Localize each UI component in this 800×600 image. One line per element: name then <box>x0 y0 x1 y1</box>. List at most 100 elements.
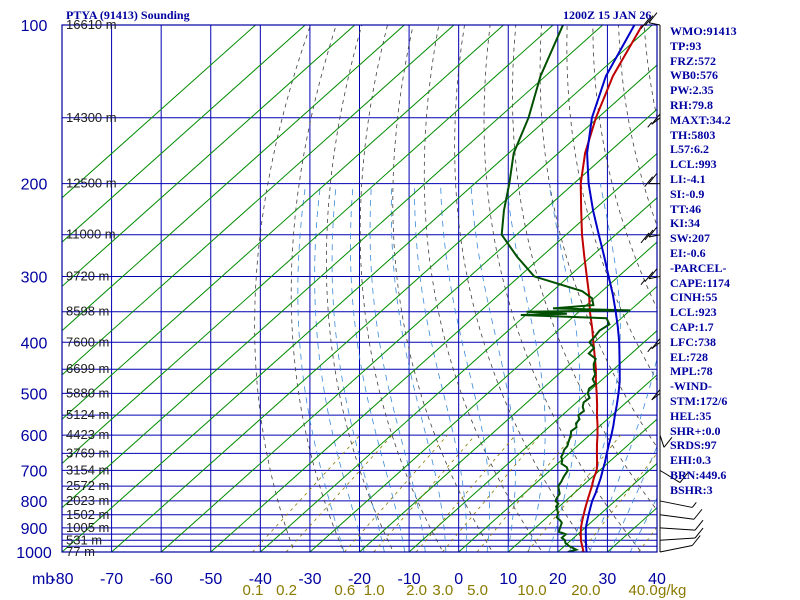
wind-barb-flag <box>648 226 658 238</box>
mixing-ratio-label: 40.0 <box>629 582 658 599</box>
wind-barb-flag <box>640 279 646 286</box>
dry-adiabat-line <box>423 25 543 552</box>
dry-adiabat-line <box>254 25 311 552</box>
isotherm-line <box>358 285 657 552</box>
moist-adiabat-line <box>414 183 468 552</box>
mixing-ratio-line <box>344 434 448 552</box>
temperature-tick-label: -80 <box>50 571 73 588</box>
mixing-ratio-line <box>442 434 541 552</box>
moist-adiabat-line <box>629 496 657 552</box>
isotherm-line <box>62 25 256 199</box>
index-entry: WMO:91413 <box>670 24 737 38</box>
moist-adiabat-line <box>350 183 406 552</box>
chart-title: PTYA (91413) Sounding <box>66 8 190 22</box>
index-entry: HEL:35 <box>670 408 712 423</box>
chart-timestamp: 1200Z 15 JAN 26 <box>563 8 652 22</box>
index-entry: EHI:0.3 <box>670 453 712 468</box>
wind-barb-shaft <box>659 434 665 448</box>
mixing-ratio-line <box>476 434 574 552</box>
dry-adiabat-line <box>392 25 494 552</box>
wind-barb-flag <box>694 527 704 539</box>
index-entry: EL:728 <box>670 349 709 364</box>
height-label: 3154 m <box>66 462 109 477</box>
mixing-ratio-line <box>285 434 393 552</box>
pressure-unit-label: mb <box>32 571 54 588</box>
dry-adiabat-line <box>325 25 394 552</box>
mixing-ratio-unit: g/kg <box>658 582 686 599</box>
height-label: 3769 m <box>66 445 109 460</box>
moist-adiabat-line <box>390 183 447 552</box>
index-entry: LFC:738 <box>670 334 716 349</box>
indices-panel: WMO:91413 TP:93 FRZ:572 WB0:576 PW:2.35 RH:79… <box>670 24 798 498</box>
wind-barb-flag <box>647 346 653 353</box>
isotherm-line <box>62 25 554 465</box>
wind-barb-shaft <box>659 545 693 553</box>
isotherm-line <box>62 25 455 376</box>
height-label: 1502 m <box>66 507 109 522</box>
index-entry: BRN:449.6 <box>670 467 727 482</box>
pressure-tick-label: 600 <box>21 428 48 445</box>
mixing-ratio-line <box>373 434 476 552</box>
pressure-tick-label: 900 <box>21 521 48 538</box>
pressure-tick-label: 800 <box>21 494 48 511</box>
dry-adiabat-line <box>290 25 345 552</box>
temperature-tick-label: -50 <box>199 571 222 588</box>
index-entry: KI:34 <box>670 216 700 231</box>
wind-barb-flag <box>694 519 704 531</box>
index-entry: LI:-4.1 <box>670 171 706 186</box>
dry-adiabat-line <box>592 25 657 310</box>
moist-adiabat-line <box>297 183 345 552</box>
index-entry: -PARCEL- <box>670 260 727 275</box>
wind-barb-shaft <box>648 234 661 238</box>
temperature-tick-label: -60 <box>150 571 173 588</box>
index-entry: SI:-0.9 <box>670 186 705 201</box>
index-entry: TT:46 <box>670 201 702 216</box>
moist-adiabat-line <box>589 356 657 552</box>
wind-barb-flag <box>651 389 661 401</box>
temperature-tick-label: 40 <box>648 571 666 588</box>
wind-barb-flag <box>640 232 650 244</box>
height-label: 4423 m <box>66 427 109 442</box>
temperature-tick-label: 30 <box>599 571 617 588</box>
index-entry: SW:207 <box>670 231 711 246</box>
index-entry: LCL:993 <box>670 157 717 172</box>
dry-adiabat-line <box>359 25 444 552</box>
moist-adiabat-line <box>331 183 385 552</box>
index-entry: TH:5803 <box>670 127 716 142</box>
index-entry: FRZ:572 <box>670 53 716 68</box>
pressure-tick-label: 400 <box>21 335 48 352</box>
pressure-tick-label: 1000 <box>16 545 52 562</box>
height-label: 2023 m <box>66 493 109 508</box>
height-label: 7600 m <box>66 334 109 349</box>
mixing-ratio-label: 3.0 <box>432 582 453 599</box>
wind-barb-flag <box>691 502 697 508</box>
isotherm-line <box>457 374 657 552</box>
wind-barbs <box>640 12 704 553</box>
temperature-tick-label: -40 <box>249 571 272 588</box>
height-label: 77 m <box>66 544 95 559</box>
dry-adiabat-line <box>454 25 593 552</box>
mixing-ratio-label: 0.6 <box>334 582 355 599</box>
index-entry: RH:79.8 <box>670 97 713 112</box>
isotherm-line <box>309 241 657 552</box>
dry-adiabat-line <box>539 25 657 448</box>
index-entry: PW:2.35 <box>670 83 714 98</box>
wind-barb-flag <box>663 436 673 448</box>
isotherm-line <box>62 25 504 420</box>
dry-adiabat-line <box>483 25 642 552</box>
isotherm-line <box>557 462 657 552</box>
wind-barb-flag <box>648 12 658 24</box>
wind-barb-flag <box>651 113 661 125</box>
pressure-tick-label: 200 <box>21 177 48 194</box>
moist-adiabat-line <box>369 183 426 552</box>
mixing-ratio-label: 5.0 <box>467 582 488 599</box>
height-label: 5124 m <box>66 407 109 422</box>
moist-adiabat-line <box>314 183 365 552</box>
dry-adiabat-line <box>566 25 657 382</box>
mixing-ratio-label: 20.0 <box>571 582 600 599</box>
temperature-tick-label: 0 <box>454 571 463 588</box>
index-entry: SHR+:0.0 <box>670 423 721 438</box>
wind-barb-shaft <box>659 514 695 520</box>
temperature-curve <box>579 25 644 552</box>
